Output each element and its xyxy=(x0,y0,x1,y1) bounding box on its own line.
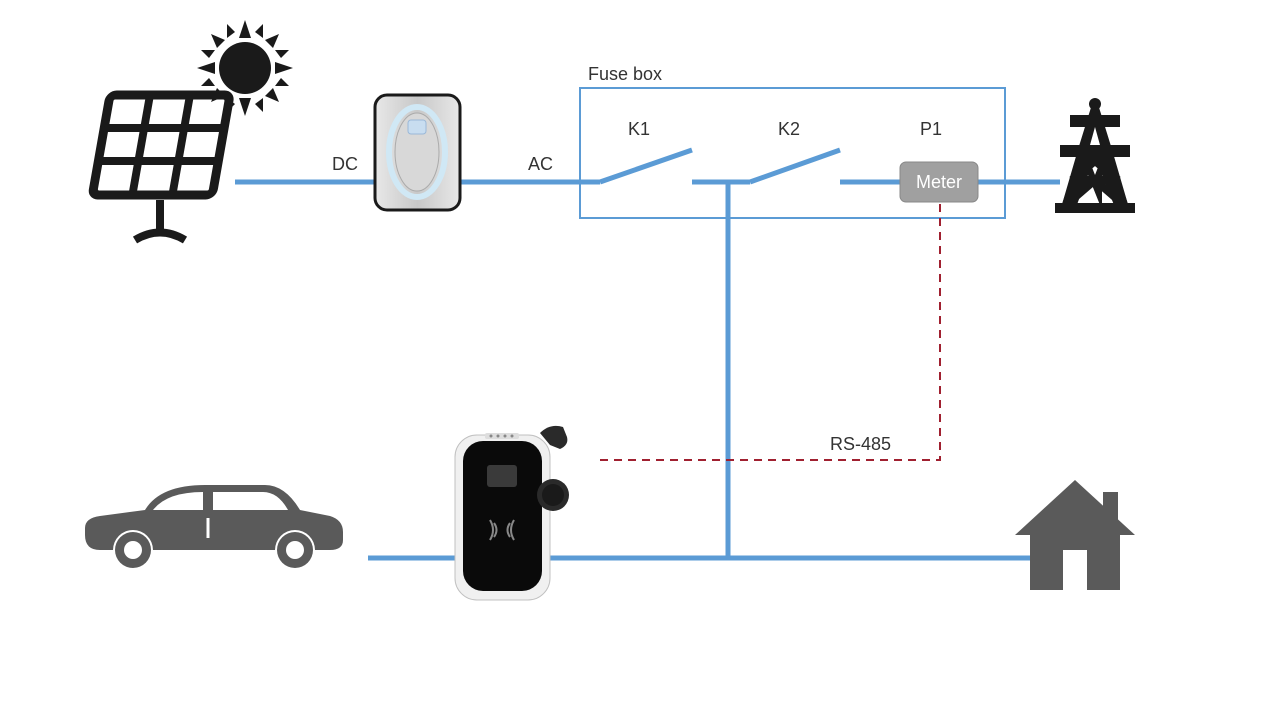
switch-k2 xyxy=(750,150,840,182)
label-p1: P1 xyxy=(920,119,942,139)
inverter-icon xyxy=(375,95,460,210)
switch-k1 xyxy=(600,150,692,182)
sun-icon xyxy=(197,20,293,116)
label-dc: DC xyxy=(332,154,358,174)
power-lines xyxy=(235,150,1060,558)
grid-tower-icon xyxy=(1055,98,1135,210)
label-ac: AC xyxy=(528,154,553,174)
meter-label: Meter xyxy=(916,172,962,192)
label-rs485: RS-485 xyxy=(830,434,891,454)
house-icon xyxy=(1015,480,1135,590)
label-fuse-box: Fuse box xyxy=(588,64,662,84)
label-k1: K1 xyxy=(628,119,650,139)
wiring-diagram: Meter DC AC Fuse box K1 K2 P1 RS-485 xyxy=(0,0,1269,716)
car-icon xyxy=(85,485,343,568)
rs485-line xyxy=(595,204,940,460)
ev-charger-icon xyxy=(455,426,569,600)
solar-panel-icon xyxy=(92,95,230,240)
label-k2: K2 xyxy=(778,119,800,139)
meter-node: Meter xyxy=(900,162,978,202)
